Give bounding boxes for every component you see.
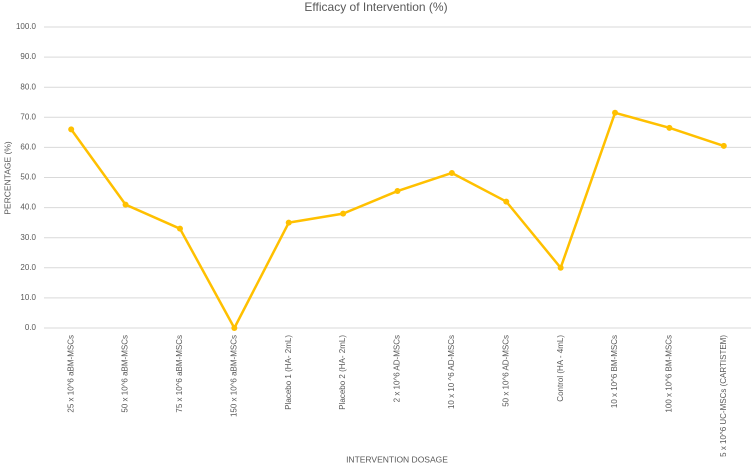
point — [503, 198, 510, 205]
y-tick-label: 60.0 — [20, 143, 36, 152]
x-tick-label: 75 x 10^6 aBM-MSCs — [175, 335, 184, 413]
point — [666, 124, 673, 131]
point — [340, 210, 347, 217]
y-tick-label: 100.0 — [16, 22, 37, 31]
point — [231, 325, 238, 331]
y-tick-label: 70.0 — [20, 112, 36, 121]
chart-title: Efficacy of Intervention (%) — [304, 0, 447, 14]
x-tick-label: 10 x 10^6 BM-MSCs — [610, 335, 619, 408]
x-tick-label: 150 x 10^6 aBM-MSCs — [229, 335, 238, 417]
y-tick-label: 80.0 — [20, 82, 36, 91]
point — [68, 126, 75, 133]
y-tick-label: 0.0 — [25, 323, 37, 332]
x-tick-label: 100 x 10^6 BM-MSCs — [665, 335, 674, 413]
y-tick-label: 40.0 — [20, 203, 36, 212]
y-tick-label: 90.0 — [20, 52, 36, 61]
y-tick-label: 20.0 — [20, 263, 36, 272]
y-tick-label: 10.0 — [20, 293, 36, 302]
point — [285, 219, 292, 226]
x-tick-label: Placebo 1 (HA- 2mL) — [284, 335, 293, 410]
point — [448, 169, 455, 176]
point — [720, 142, 727, 149]
point — [394, 188, 401, 195]
x-tick-label: 25 x 10^6 aBM-MSCs — [66, 335, 75, 413]
point — [122, 201, 129, 208]
x-tick-label: Control (HA - 4mL) — [556, 335, 565, 402]
point — [176, 225, 183, 232]
x-tick-label: 2 x 10^6 AD-MSCs — [393, 335, 402, 402]
x-tick-label: 10 x 10 ^6 AD-MSCs — [447, 335, 456, 409]
x-axis-title: INTERVENTION DOSAGE — [346, 454, 448, 464]
y-tick-label: 50.0 — [20, 173, 36, 182]
point — [612, 109, 619, 116]
line — [70, 111, 725, 330]
x-tick-label: Placebo 2 (HA- 2mL) — [338, 335, 347, 410]
y-axis-title: PERCENTAGE (%) — [2, 141, 12, 215]
x-tick-label: 50 x 10^6 AD-MSCs — [501, 335, 510, 407]
point — [557, 264, 564, 271]
x-tick-label: 50 x 10^6 aBM-MSCs — [121, 335, 130, 413]
x-tick-label: 5 x 10^6 UC-MSCs (CARTISTEM) — [719, 335, 728, 457]
y-tick-label: 30.0 — [20, 233, 36, 242]
